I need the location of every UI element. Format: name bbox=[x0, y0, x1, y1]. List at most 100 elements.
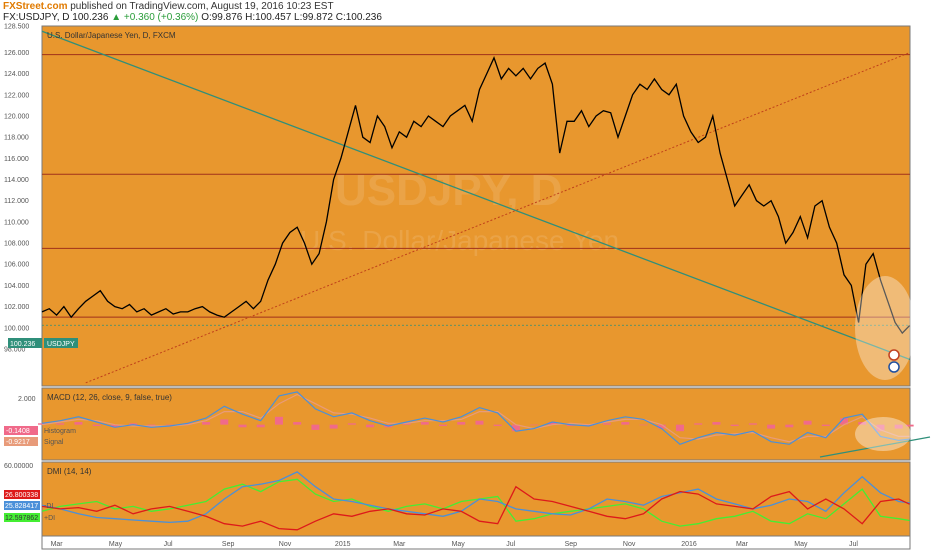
y-tick-label: 110.000 bbox=[4, 219, 29, 226]
y-tick-label: 116.000 bbox=[4, 156, 29, 163]
di-minus-value-tag bbox=[4, 501, 40, 510]
price-change: ▲ +0.360 (+0.36%) bbox=[111, 12, 199, 23]
histogram-bar bbox=[274, 416, 283, 425]
symbol-prefix: FX:USDJPY, D 100.236 bbox=[3, 12, 109, 23]
histogram-bar bbox=[675, 424, 684, 432]
di-minus-line bbox=[41, 485, 910, 531]
x-tick-label: Jul bbox=[506, 541, 515, 548]
x-tick-label: Mar bbox=[51, 541, 64, 548]
y-tick-label: 128.500 bbox=[4, 24, 29, 31]
histogram-bar bbox=[420, 422, 429, 425]
signal-line bbox=[41, 393, 910, 443]
macd-line bbox=[41, 391, 910, 445]
series-label: USDJPY bbox=[47, 341, 75, 348]
histogram-bar bbox=[439, 424, 448, 426]
price-series bbox=[41, 56, 911, 335]
histogram-bar bbox=[639, 424, 648, 426]
histogram-bar bbox=[840, 418, 849, 425]
histogram-bar bbox=[894, 424, 903, 429]
histogram-bar bbox=[311, 424, 320, 430]
publish-text: published on TradingView.com, August 19,… bbox=[67, 1, 334, 12]
x-tick-label: 2016 bbox=[681, 541, 697, 548]
last-price-value: 100.236 bbox=[10, 341, 35, 348]
histogram-bar bbox=[530, 424, 539, 426]
price-axis: 128.500 126.000 124.000 122.000 120.000 118.0… bbox=[4, 24, 29, 354]
histogram-bar bbox=[366, 424, 375, 428]
di-plus-value-tag bbox=[4, 513, 40, 522]
histogram-bar bbox=[821, 424, 830, 426]
ohlc-values: O:99.876 H:100.457 L:99.872 C:100.236 bbox=[201, 12, 382, 23]
histogram-bar bbox=[38, 423, 46, 425]
histogram-bar bbox=[238, 424, 247, 428]
downtrend-line[interactable] bbox=[41, 30, 911, 361]
histogram-bar bbox=[785, 424, 794, 428]
histogram-bar bbox=[730, 424, 739, 426]
watermark-name: U.S. Dollar/Japanese Yen bbox=[300, 225, 619, 256]
hist-name: Histogram bbox=[44, 428, 76, 435]
histogram-bar bbox=[92, 424, 101, 426]
symbol-header: FX:USDJPY, D 100.236 ▲ +0.360 (+0.36%) O… bbox=[3, 12, 382, 23]
histogram-bar bbox=[147, 424, 156, 426]
usdjpy-price-line bbox=[41, 56, 911, 335]
horizontal-levels bbox=[42, 54, 910, 318]
histogram-bar bbox=[347, 423, 356, 425]
adx-line bbox=[41, 471, 910, 524]
histogram-bar bbox=[657, 424, 666, 429]
di-minus-name: -DI bbox=[44, 503, 53, 510]
histogram-bar bbox=[803, 420, 812, 425]
dmi-title: DMI (14, 14) bbox=[47, 467, 92, 476]
histogram-bar bbox=[475, 420, 484, 425]
histogram-bar bbox=[402, 423, 411, 425]
macd-series: 2.000 bbox=[18, 391, 931, 458]
x-tick-label: Mar bbox=[393, 541, 406, 548]
flag-marker-icon[interactable] bbox=[888, 361, 900, 373]
trend-lines bbox=[41, 30, 911, 384]
x-tick-label: Nov bbox=[623, 541, 636, 548]
last-price-tag bbox=[8, 338, 42, 348]
watermark-symbol: USDJPY, D bbox=[335, 166, 562, 215]
histogram-bar bbox=[74, 422, 83, 425]
brand-link[interactable]: FXStreet.com bbox=[3, 1, 68, 12]
x-axis-ticks: Mar May Jul Sep Nov 2015 Mar May Jul Sep Nov 2016 Ma… bbox=[51, 541, 859, 548]
di-minus-value: 25.828417 bbox=[5, 503, 38, 510]
signal-name: Signal bbox=[44, 439, 64, 446]
series-label-tag bbox=[44, 338, 78, 348]
histogram-bar bbox=[129, 423, 138, 425]
event-marker-icon[interactable] bbox=[888, 349, 900, 361]
x-tick-label: Jul bbox=[849, 541, 858, 548]
hist-value-tag bbox=[4, 426, 38, 435]
highlight-macd bbox=[855, 417, 911, 451]
y-tick-label: 122.000 bbox=[4, 92, 29, 99]
adx-value-tag bbox=[4, 490, 40, 499]
y-tick-label: 118.000 bbox=[4, 135, 29, 142]
y-tick-label: 126.000 bbox=[4, 50, 29, 57]
histogram-bar bbox=[256, 424, 265, 428]
macd-trendline[interactable] bbox=[819, 436, 931, 458]
histogram-bar bbox=[165, 424, 174, 426]
histogram-bar bbox=[329, 424, 338, 429]
histogram-bar bbox=[220, 419, 229, 425]
y-tick-label: 114.000 bbox=[4, 177, 29, 184]
histogram-bar bbox=[493, 424, 502, 426]
di-plus-name: +DI bbox=[44, 515, 55, 522]
histogram-bar bbox=[748, 423, 757, 425]
histogram-bar bbox=[621, 422, 630, 425]
x-tick-label: Sep bbox=[565, 541, 578, 548]
histogram-bar bbox=[858, 422, 867, 425]
histogram-bar bbox=[110, 424, 119, 428]
x-tick-label: Mar bbox=[736, 541, 749, 548]
highlight-price bbox=[855, 276, 915, 380]
x-tick-label: Jul bbox=[164, 541, 173, 548]
histogram-bar bbox=[584, 424, 593, 426]
signal-value: -0.9217 bbox=[6, 439, 30, 446]
y-tick-label: 108.000 bbox=[4, 241, 29, 248]
y-tick-label: 100.000 bbox=[4, 325, 29, 332]
di-plus-value: 12.597862 bbox=[5, 515, 38, 522]
x-tick-label: Sep bbox=[222, 541, 235, 548]
histogram-bar bbox=[905, 424, 914, 427]
histogram-bar bbox=[511, 424, 520, 432]
y-tick-label: 98.000 bbox=[4, 346, 26, 353]
x-tick-label: May bbox=[452, 541, 466, 548]
